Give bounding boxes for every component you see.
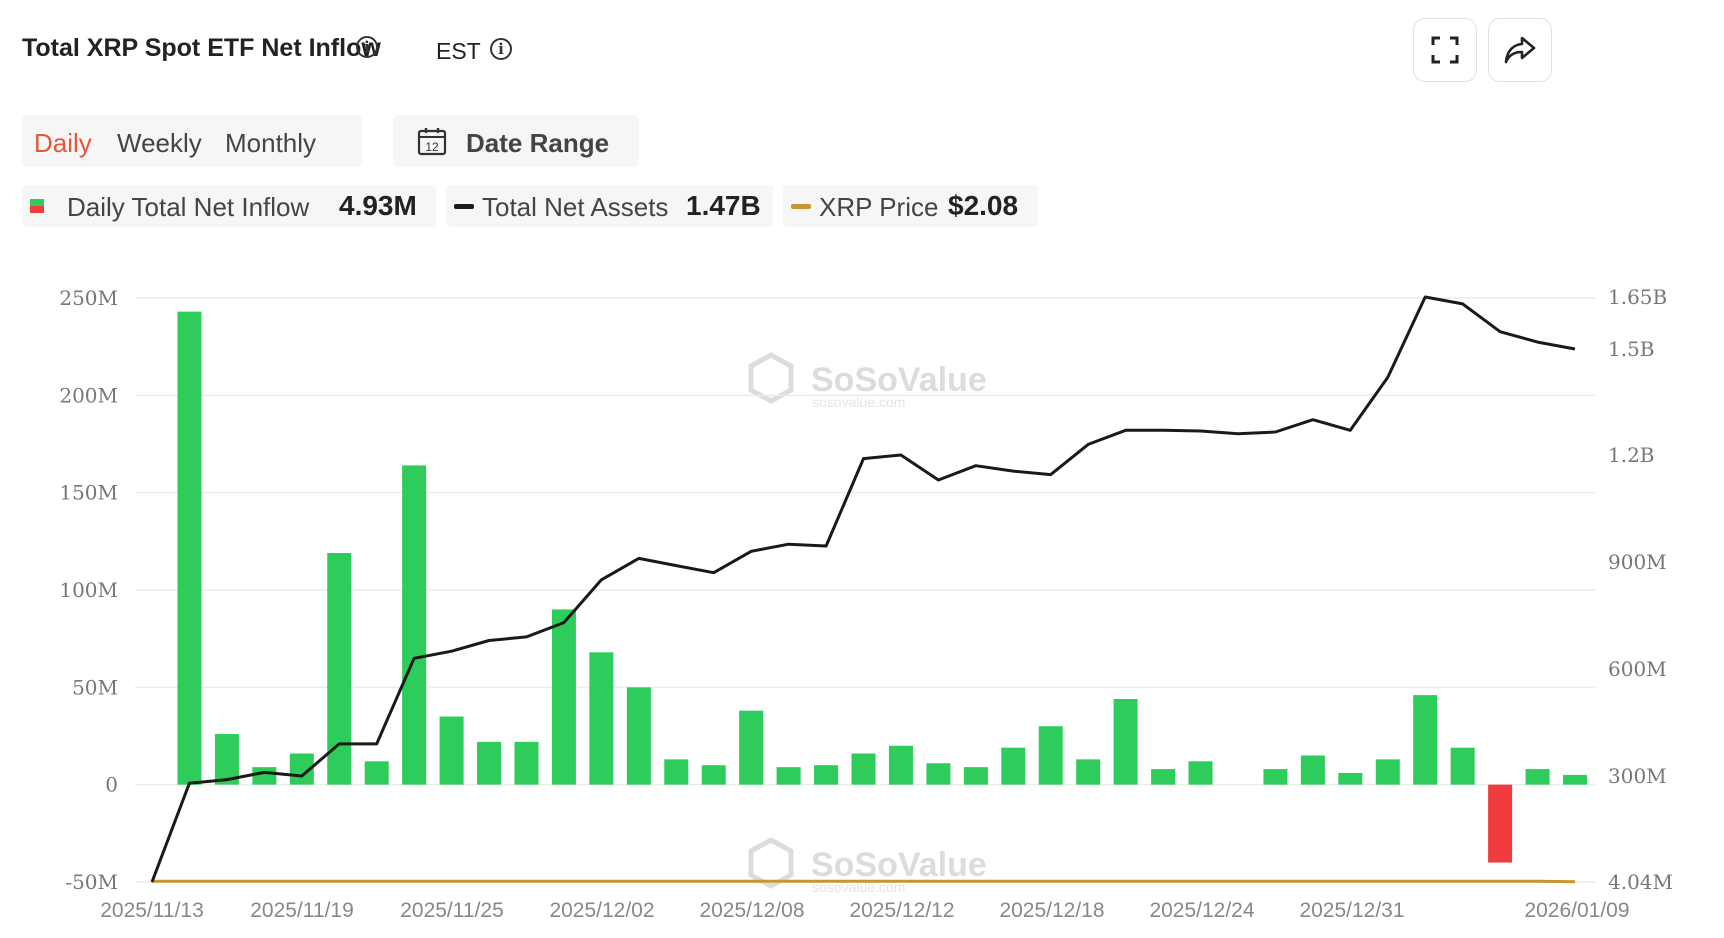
left-axis-tick: 150M: [59, 481, 118, 505]
net-assets-line[interactable]: [150, 295, 1576, 883]
tab-weekly[interactable]: Weekly: [117, 128, 202, 158]
inflow-bar[interactable]: [1076, 759, 1101, 785]
x-axis-tick: 2025/12/24: [1149, 899, 1254, 922]
inflow-bar[interactable]: [888, 745, 913, 785]
inflow-bar[interactable]: [214, 734, 239, 785]
watermark-url: sosovalue.com: [812, 394, 905, 410]
left-axis-tick: 200M: [59, 383, 118, 407]
inflow-bar[interactable]: [1263, 769, 1288, 785]
legend-net-assets[interactable]: Total Net Assets 1.47B: [446, 185, 773, 227]
tab-monthly[interactable]: Monthly: [225, 128, 317, 158]
price-legend-value: $2.08: [948, 190, 1019, 221]
inflow-legend-value: 4.93M: [339, 190, 417, 221]
inflow-bar[interactable]: [477, 741, 502, 785]
x-axis-tick: 2025/12/08: [699, 899, 804, 922]
fullscreen-icon: [1431, 36, 1459, 64]
calendar-day: 12: [425, 140, 439, 154]
inflow-bar[interactable]: [1450, 747, 1475, 785]
calendar-icon: 12: [417, 128, 447, 156]
inflow-bar[interactable]: [1038, 726, 1063, 785]
inflow-bar[interactable]: [1338, 772, 1363, 785]
inflow-bar[interactable]: [1001, 747, 1026, 785]
inflow-bar[interactable]: [1563, 774, 1587, 785]
fullscreen-button[interactable]: [1413, 18, 1477, 82]
timezone-info-icon[interactable]: i: [490, 38, 512, 60]
watermark-brand: SoSoValue: [811, 361, 987, 399]
x-axis-tick: 2025/12/02: [549, 899, 654, 922]
price-legend-label: XRP Price: [819, 192, 939, 222]
chart-title: Total XRP Spot ETF Net Inflow: [22, 34, 381, 62]
inflow-bar[interactable]: [252, 767, 277, 785]
inflow-bar[interactable]: [1488, 784, 1513, 863]
watermark-brand: SoSoValue: [811, 846, 987, 884]
share-icon: [1504, 36, 1536, 64]
left-axis-tick: -50M: [65, 870, 118, 894]
tab-daily[interactable]: Daily: [34, 128, 92, 158]
inflow-bar[interactable]: [327, 553, 352, 785]
inflow-bar[interactable]: [739, 710, 764, 785]
assets-legend-value: 1.47B: [686, 190, 761, 221]
period-selector: Daily Weekly Monthly: [22, 115, 362, 167]
share-button[interactable]: [1488, 18, 1552, 82]
inflow-bar[interactable]: [551, 609, 576, 785]
inflow-bar[interactable]: [1413, 695, 1438, 785]
inflow-bar[interactable]: [1300, 755, 1325, 785]
assets-legend-swatch: [454, 204, 474, 209]
date-range-label: Date Range: [466, 128, 610, 158]
legend-inflow[interactable]: Daily Total Net Inflow 4.93M: [22, 185, 436, 227]
assets-legend-label: Total Net Assets: [482, 192, 669, 222]
left-axis-tick: 100M: [59, 578, 118, 602]
info-icon[interactable]: i: [356, 36, 378, 58]
inflow-bar[interactable]: [1151, 769, 1176, 785]
inflow-bar[interactable]: [1188, 761, 1213, 785]
watermark: SoSoValuesosovalue.comSoSoValuesosovalue…: [748, 352, 987, 895]
x-axis-tick: 2025/11/13: [100, 899, 204, 922]
date-range-button[interactable]: 12 Date Range: [393, 115, 639, 167]
inflow-bar[interactable]: [514, 741, 539, 785]
xrp-price-line[interactable]: [152, 879, 1576, 884]
legend-xrp-price[interactable]: XRP Price $2.08: [783, 185, 1038, 227]
x-axis-tick: 2026/01/09: [1524, 899, 1629, 922]
inflow-legend-swatch: [30, 199, 44, 213]
right-axis-tick: 900M: [1608, 550, 1667, 574]
price-legend-swatch: [791, 204, 811, 209]
inflow-bar[interactable]: [402, 465, 427, 785]
left-axis-tick: 50M: [72, 675, 118, 699]
inflow-bar[interactable]: [1375, 759, 1400, 785]
inflow-bar[interactable]: [814, 765, 839, 785]
timezone-label: EST: [436, 38, 481, 64]
right-axis-tick: 1.65B: [1608, 285, 1667, 309]
left-axis-tick: 250M: [59, 286, 118, 310]
inflow-bar[interactable]: [177, 311, 202, 785]
watermark-url: sosovalue.com: [812, 879, 905, 895]
inflow-bar[interactable]: [1113, 699, 1138, 785]
x-axis-tick: 2025/12/12: [849, 899, 954, 922]
right-axis-tick: 1.2B: [1608, 443, 1655, 467]
inflow-bar[interactable]: [776, 767, 801, 785]
inflow-bar[interactable]: [664, 759, 689, 785]
inflow-bar[interactable]: [701, 765, 726, 785]
x-axis-tick: 2025/12/31: [1299, 899, 1404, 922]
right-axis-tick: 1.5B: [1608, 337, 1655, 361]
inflow-bar[interactable]: [1525, 769, 1550, 785]
right-axis-tick: 300M: [1608, 764, 1667, 788]
left-axis-tick: 0: [105, 773, 118, 797]
inflow-bar[interactable]: [364, 761, 389, 785]
inflow-bar[interactable]: [963, 767, 988, 785]
x-axis-tick: 2025/11/25: [400, 899, 504, 922]
x-axis-tick: 2025/11/19: [250, 899, 354, 922]
inflow-bar[interactable]: [589, 652, 614, 785]
inflow-bar[interactable]: [851, 753, 876, 785]
x-axis-tick: 2025/12/18: [999, 899, 1104, 922]
right-axis-tick: 600M: [1608, 657, 1667, 681]
right-axis-tick: 4.04M: [1608, 870, 1673, 894]
inflow-bar[interactable]: [926, 763, 951, 785]
inflow-bar[interactable]: [626, 687, 651, 785]
inflow-bar[interactable]: [439, 716, 464, 785]
inflow-legend-label: Daily Total Net Inflow: [67, 192, 310, 222]
